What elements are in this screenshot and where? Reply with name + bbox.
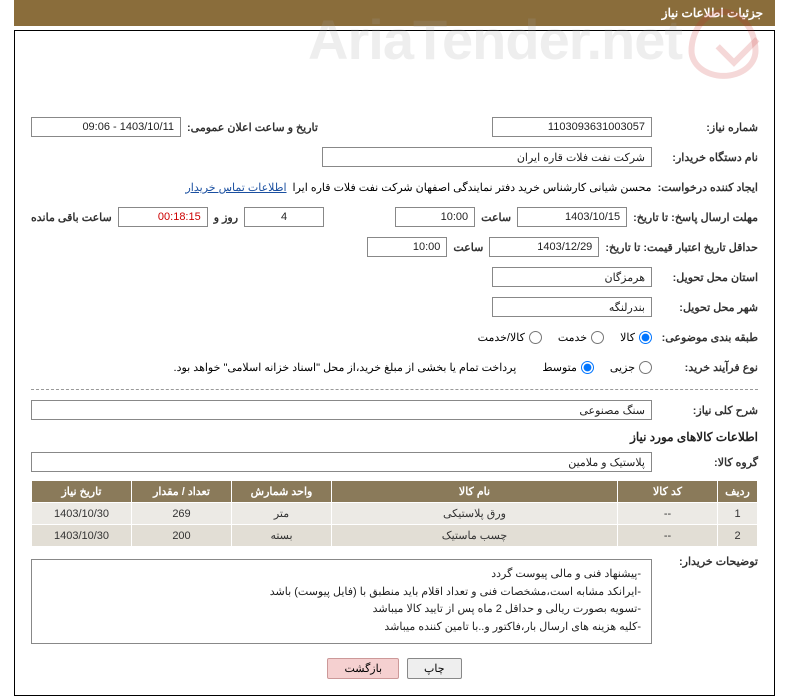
buyer-org-label: نام دستگاه خریدار: <box>658 151 758 164</box>
response-deadline-label: مهلت ارسال پاسخ: تا تاریخ: <box>633 211 758 224</box>
radio-goods[interactable] <box>639 331 652 344</box>
radio-both[interactable] <box>529 331 542 344</box>
cell-need-date: 1403/10/30 <box>32 503 132 525</box>
response-time: 10:00 <box>395 207 475 227</box>
requester-label: ایجاد کننده درخواست: <box>658 181 758 194</box>
page-title-bar: جزئیات اطلاعات نیاز <box>14 0 775 26</box>
requester-contact-link[interactable]: اطلاعات تماس خریدار <box>186 181 287 194</box>
delivery-city: بندرلنگه <box>492 297 652 317</box>
category-radio-group: کالا خدمت کالا/خدمت <box>478 331 652 344</box>
cell-name: چسب ماستیک <box>332 525 618 547</box>
need-number-label: شماره نیاز: <box>658 121 758 134</box>
cell-name: ورق پلاستیکی <box>332 503 618 525</box>
goods-group: پلاستیک و ملامین <box>31 452 652 472</box>
buyer-org: شرکت نفت فلات قاره ایران <box>322 147 652 167</box>
table-row: 2 -- چسب ماستیک بسته 200 1403/10/30 <box>32 525 758 547</box>
general-desc-label: شرح کلی نیاز: <box>658 404 758 417</box>
days-label: روز و <box>214 211 238 224</box>
radio-medium[interactable] <box>581 361 594 374</box>
cell-unit: بسته <box>232 525 332 547</box>
radio-service-label: خدمت <box>558 331 587 344</box>
buyer-notes-label: توضیحات خریدار: <box>658 555 758 568</box>
th-unit: واحد شمارش <box>232 481 332 503</box>
radio-goods-label: کالا <box>620 331 635 344</box>
response-date: 1403/10/15 <box>517 207 627 227</box>
purchase-type-radio-group: جزیی متوسط <box>542 361 652 374</box>
back-button[interactable]: بازگشت <box>327 658 399 679</box>
print-button[interactable]: چاپ <box>407 658 462 679</box>
radio-both-label: کالا/خدمت <box>478 331 525 344</box>
buyer-note-line: -تسویه بصورت ریالی و حداقل 2 ماه پس از ت… <box>42 601 641 619</box>
general-desc: سنگ مصنوعی <box>31 400 652 420</box>
buyer-note-line: -پیشنهاد فنی و مالی پیوست گردد <box>42 566 641 584</box>
cell-qty: 269 <box>132 503 232 525</box>
items-table: ردیف کد کالا نام کالا واحد شمارش تعداد /… <box>31 480 758 547</box>
cell-row: 1 <box>718 503 758 525</box>
radio-minor-label: جزیی <box>610 361 635 374</box>
requester: محسن شیانی کارشناس خرید دفتر نمایندگی اص… <box>293 181 652 194</box>
th-need-date: تاریخ نیاز <box>32 481 132 503</box>
time-label-2: ساعت <box>453 241 483 254</box>
purchase-note: پرداخت تمام یا بخشی از مبلغ خرید،از محل … <box>174 361 517 374</box>
delivery-province: هرمزگان <box>492 267 652 287</box>
cell-row: 2 <box>718 525 758 547</box>
cell-code: -- <box>618 525 718 547</box>
content-panel: AriaTender.net شماره نیاز: 1103093631003… <box>14 30 775 696</box>
buyer-notes-box: -پیشنهاد فنی و مالی پیوست گردد -ایرانکد … <box>31 559 652 643</box>
delivery-city-label: شهر محل تحویل: <box>658 301 758 314</box>
category-label: طبقه بندی موضوعی: <box>658 331 758 344</box>
cell-need-date: 1403/10/30 <box>32 525 132 547</box>
remaining-label: ساعت باقی مانده <box>31 211 112 224</box>
th-qty: تعداد / مقدار <box>132 481 232 503</box>
th-row: ردیف <box>718 481 758 503</box>
buyer-note-line: -کلیه هزینه های ارسال بار،فاکتور و..با ت… <box>42 619 641 637</box>
radio-service[interactable] <box>591 331 604 344</box>
table-row: 1 -- ورق پلاستیکی متر 269 1403/10/30 <box>32 503 758 525</box>
cell-unit: متر <box>232 503 332 525</box>
announce-datetime: 1403/10/11 - 09:06 <box>31 117 181 137</box>
price-validity-time: 10:00 <box>367 237 447 257</box>
time-label-1: ساعت <box>481 211 511 224</box>
price-validity-date: 1403/12/29 <box>489 237 599 257</box>
cell-code: -- <box>618 503 718 525</box>
radio-medium-label: متوسط <box>542 361 577 374</box>
goods-group-label: گروه کالا: <box>658 456 758 469</box>
remaining-time: 00:18:15 <box>118 207 208 227</box>
th-code: کد کالا <box>618 481 718 503</box>
purchase-type-label: نوع فرآیند خرید: <box>658 361 758 374</box>
cell-qty: 200 <box>132 525 232 547</box>
announce-datetime-label: تاریخ و ساعت اعلان عمومی: <box>187 121 318 134</box>
buyer-note-line: -ایرانکد مشابه است،مشخصات فنی و تعداد اق… <box>42 584 641 602</box>
days-count: 4 <box>244 207 324 227</box>
need-number: 1103093631003057 <box>492 117 652 137</box>
items-section-title: اطلاعات کالاهای مورد نیاز <box>31 430 758 444</box>
radio-minor[interactable] <box>639 361 652 374</box>
delivery-province-label: استان محل تحویل: <box>658 271 758 284</box>
th-name: نام کالا <box>332 481 618 503</box>
price-validity-label: حداقل تاریخ اعتبار قیمت: تا تاریخ: <box>605 241 758 254</box>
